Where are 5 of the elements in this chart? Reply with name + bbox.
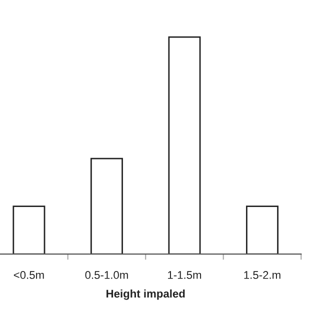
x-tick-label: 1-1.5m (168, 271, 202, 279)
x-axis-title: Height impaled (106, 289, 185, 300)
x-tick-label: 0.5-1.0m (85, 271, 128, 279)
x-tick-label: 1.5-2.m (244, 271, 280, 279)
x-tick-label: <0.5m (14, 271, 44, 279)
